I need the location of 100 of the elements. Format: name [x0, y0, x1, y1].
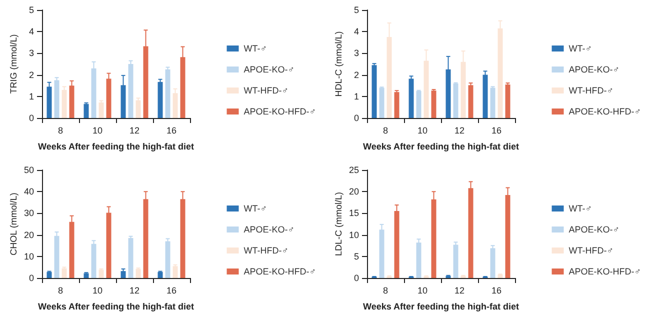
bar [416, 242, 422, 278]
y-tick-label: 0 [28, 273, 34, 283]
bar [98, 270, 104, 278]
bar [490, 88, 496, 118]
bar [46, 272, 52, 278]
x-tick-label: 12 [129, 126, 140, 136]
legend-label: APOE-KO-HFD-♂ [244, 106, 316, 116]
bar [372, 65, 377, 118]
y-tick-label: 30 [24, 208, 34, 218]
x-tick-label: 12 [454, 126, 465, 136]
bar [490, 248, 496, 278]
bar [482, 74, 488, 118]
bar [165, 69, 170, 118]
x-tick-label: 8 [382, 286, 388, 296]
legend-label: APOE-KO-♂ [568, 64, 620, 74]
y-tick-label: 2 [354, 70, 359, 80]
y-tick-label: 5 [354, 5, 359, 15]
y-tick-label: 0 [354, 113, 359, 123]
bar [84, 104, 89, 118]
y-tick-label: 40 [24, 186, 34, 197]
bar [172, 93, 178, 118]
y-tick-label: 1 [28, 91, 34, 102]
x-axis-title: Weeks After feeding the high-fat diet [38, 302, 194, 312]
bar [98, 102, 104, 118]
legend-label: WT-HFD-♂ [244, 86, 288, 96]
legend-label: APOE-KO-HFD-♂ [568, 106, 642, 116]
legend-label: APOE-KO-HFD-♂ [244, 266, 316, 276]
bar [453, 83, 458, 118]
y-axis-title: CHOL (mmol/L) [8, 192, 18, 256]
legend-label: APOE-KO-♂ [568, 224, 620, 234]
legend-label: APOE-KO-♂ [244, 224, 295, 234]
bar [498, 274, 503, 278]
bar [172, 266, 178, 278]
bar [136, 268, 141, 278]
legend-label: WT-♂ [568, 44, 592, 54]
bar [91, 244, 96, 278]
bar [69, 86, 74, 118]
x-tick-label: 10 [417, 126, 428, 136]
y-tick-label: 25 [348, 165, 359, 175]
y-axis-title: TRIG (mmol/L) [8, 34, 18, 94]
y-tick-label: 2 [28, 70, 34, 80]
x-tick-label: 8 [382, 126, 388, 136]
legend-label: WT-HFD-♂ [244, 246, 288, 256]
y-tick-label: 4 [354, 26, 359, 37]
x-tick-label: 8 [58, 286, 64, 296]
bar [84, 273, 89, 278]
bar [120, 271, 126, 278]
legend-label: WT-HFD-♂ [568, 246, 614, 256]
y-tick-label: 10 [348, 230, 359, 240]
bar [394, 92, 400, 118]
bar [408, 78, 414, 118]
y-tick-label: 3 [28, 48, 34, 58]
x-tick-label: 16 [166, 126, 177, 136]
legend-label: APOE-KO-HFD-♂ [568, 266, 642, 276]
bar [62, 268, 67, 278]
x-axis-title: Weeks After feeding the high-fat diet [38, 142, 194, 152]
x-tick-label: 12 [454, 286, 465, 296]
bar [136, 100, 141, 118]
y-tick-label: 0 [354, 273, 359, 283]
x-tick-label: 16 [491, 286, 502, 296]
y-tick-label: 5 [354, 251, 359, 262]
y-axis-title: LDL-C (mmol/L) [334, 192, 344, 256]
x-tick-label: 16 [166, 286, 177, 296]
x-axis-title: Weeks After feeding the high-fat diet [362, 142, 520, 152]
y-tick-label: 4 [28, 26, 34, 37]
x-tick-label: 10 [92, 286, 103, 296]
bar [54, 236, 60, 278]
bar [416, 91, 422, 118]
bar [46, 86, 52, 118]
legend-label: APOE-KO-♂ [244, 64, 295, 74]
legend-label: WT-HFD-♂ [568, 86, 614, 96]
bar [165, 241, 170, 278]
x-axis-title: Weeks After feeding the high-fat diet [362, 302, 520, 312]
y-tick-label: 10 [24, 251, 34, 262]
bar [158, 272, 163, 278]
y-axis-title: HDL-C (mmol/L) [334, 31, 344, 97]
bar [54, 80, 60, 118]
x-tick-label: 10 [92, 126, 103, 136]
bar [128, 238, 134, 278]
y-tick-label: 3 [354, 48, 359, 58]
y-tick-label: 5 [28, 5, 34, 15]
y-tick-label: 50 [24, 165, 34, 175]
y-tick-label: 1 [354, 91, 359, 102]
bar [453, 244, 458, 278]
bar [379, 88, 384, 118]
legend-label: WT-♂ [568, 204, 592, 214]
bar [431, 90, 436, 118]
legend-label: WT-♂ [244, 204, 267, 214]
y-tick-label: 0 [28, 113, 34, 123]
legend-label: WT-♂ [244, 44, 267, 54]
bar [158, 82, 163, 118]
bar [128, 64, 134, 118]
x-tick-label: 8 [58, 126, 64, 136]
y-tick-label: 20 [24, 230, 34, 240]
bar [62, 90, 67, 118]
x-tick-label: 12 [129, 286, 140, 296]
bar [505, 84, 510, 118]
y-tick-label: 20 [348, 186, 359, 197]
bar [468, 85, 474, 118]
x-tick-label: 10 [417, 286, 428, 296]
